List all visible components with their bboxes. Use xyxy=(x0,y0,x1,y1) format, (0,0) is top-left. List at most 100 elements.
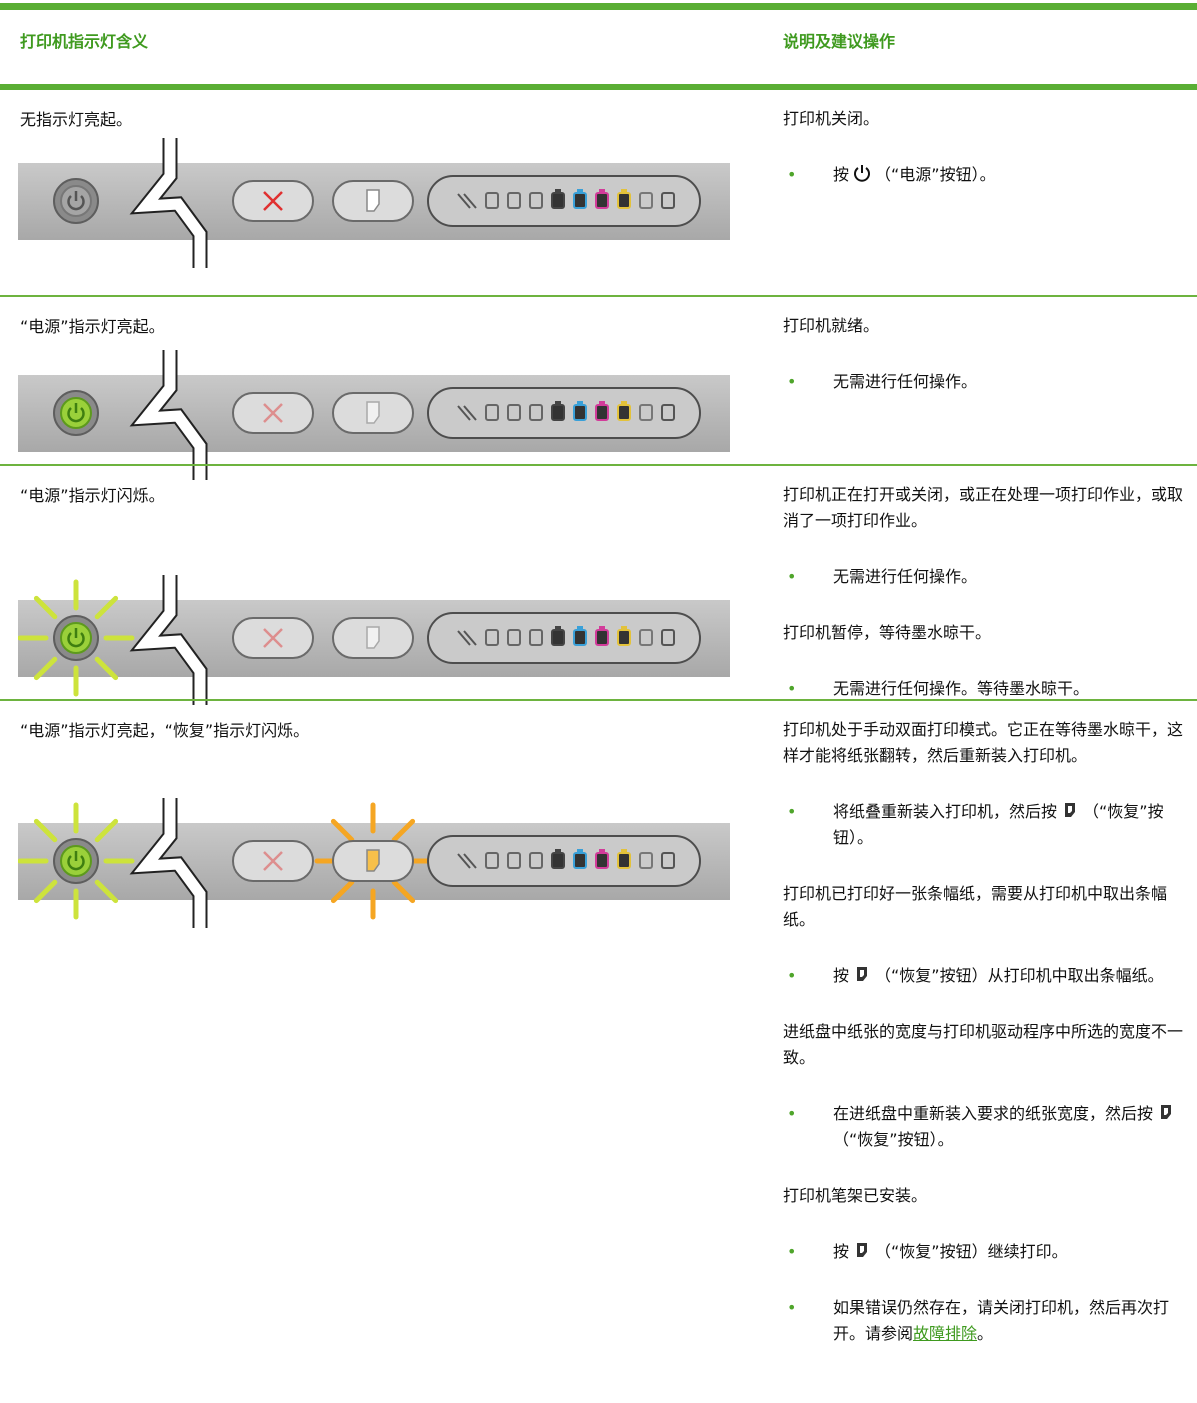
explanation: 打印机就绪。 • 无需进行任何操作。 xyxy=(783,313,1188,425)
row-separator xyxy=(0,464,1197,466)
column-header: 打印机指示灯含义 xyxy=(20,32,149,51)
status-icon xyxy=(529,629,543,646)
status-icon xyxy=(599,849,605,854)
resume-symbol xyxy=(366,401,380,424)
cancel-x xyxy=(263,851,283,871)
bullet: • xyxy=(787,1298,797,1317)
bullet-text: （“恢复”按钮）。 xyxy=(833,802,1164,847)
status-icon xyxy=(507,629,521,646)
status-icon xyxy=(485,629,499,646)
top-rule xyxy=(0,3,1197,10)
bullet: • xyxy=(787,1104,797,1123)
paragraph: 打印机正在打开或关闭，或正在处理一项打印作业，或取消了一项打印作业。 xyxy=(783,485,1184,530)
bullet-text: 在进纸盘中重新装入要求的纸张宽度，然后按 xyxy=(833,1104,1154,1123)
status-icon xyxy=(555,189,561,194)
bullet: • xyxy=(787,372,797,391)
row-separator xyxy=(0,295,1197,297)
status-icon xyxy=(661,629,675,646)
bullet-text: 无需进行任何操作。 xyxy=(833,567,978,586)
break-cover xyxy=(195,452,205,480)
status-icon xyxy=(555,849,561,854)
light-ray xyxy=(391,879,416,904)
bullet: • xyxy=(787,1242,797,1261)
status-icon xyxy=(661,404,675,421)
status-icon xyxy=(595,192,609,209)
bullet-item: • 无需进行任何操作。 xyxy=(783,369,1188,395)
resume-glyph xyxy=(860,970,865,977)
status-icon xyxy=(551,629,565,646)
break-gap xyxy=(133,138,206,268)
status-icon xyxy=(617,629,631,646)
table-row: “电源”指示灯亮起，“恢复”指示灯闪烁。 打印机处于手动双面打印模式。它正在等待墨… xyxy=(0,701,1197,1403)
column-header: 说明及建议操作 xyxy=(783,32,896,51)
status-icon xyxy=(457,405,477,421)
cancel-x xyxy=(263,191,283,211)
light-ray xyxy=(33,595,58,620)
status-icon xyxy=(573,404,587,421)
bullet: • xyxy=(787,679,797,698)
status-icon xyxy=(551,192,565,209)
power-glyph xyxy=(854,167,870,182)
status-icon xyxy=(577,626,583,631)
resume-icon xyxy=(857,1243,868,1257)
break-cover xyxy=(165,138,175,163)
status-icon xyxy=(573,192,587,209)
link[interactable]: 故障排除 xyxy=(913,1324,978,1343)
bullet-item: • 无需进行任何操作。等待墨水晾干。 xyxy=(783,676,1188,702)
bullet-text: （“恢复”按钮）。 xyxy=(833,1130,954,1149)
paragraph: 打印机就绪。 xyxy=(783,316,880,335)
bullet-text: 按 xyxy=(833,165,850,184)
indicator-text: “电源”指示灯闪烁。 xyxy=(20,486,165,505)
resume-glyph xyxy=(1068,806,1073,813)
status-icon xyxy=(639,192,653,209)
paragraph: 进纸盘中纸张的宽度与打印机驱动程序中所选的宽度不一致。 xyxy=(783,1022,1184,1067)
power-symbol xyxy=(67,632,85,648)
paragraph: 打印机处于手动双面打印模式。它正在等待墨水晾干，这样才能将纸张翻转，然后重新装入… xyxy=(783,720,1184,765)
control-panel xyxy=(18,575,730,705)
paragraph: 打印机暂停，等待墨水晾干。 xyxy=(783,623,992,642)
status-icon xyxy=(485,192,499,209)
status-icon xyxy=(595,629,609,646)
header-rule xyxy=(0,84,1197,90)
explanation: 打印机关闭。 • 按 （“电源”按钮）。 xyxy=(783,106,1188,218)
resume-icon xyxy=(1065,803,1076,817)
break-gap xyxy=(133,798,206,928)
cancel-button xyxy=(232,392,314,434)
paragraph: 打印机已打印好一张条幅纸，需要从打印机中取出条幅纸。 xyxy=(783,884,1168,929)
status-icon xyxy=(507,192,521,209)
control-panel xyxy=(18,798,730,928)
bullet-text: 将纸叠重新装入打印机，然后按 xyxy=(833,802,1058,821)
indicator-text: “电源”指示灯亮起。 xyxy=(20,317,165,336)
light-ray xyxy=(33,656,58,681)
resume-symbol xyxy=(366,849,380,872)
bullet-item: • 按 （“电源”按钮）。 xyxy=(783,162,1188,188)
row-separator xyxy=(0,699,1197,701)
power-symbol xyxy=(67,855,85,871)
status-icon xyxy=(551,852,565,869)
resume-icon xyxy=(1161,1105,1172,1119)
break-cover xyxy=(165,350,175,375)
bullet: • xyxy=(787,966,797,985)
light-ray xyxy=(330,818,355,843)
break-cover xyxy=(165,575,175,600)
status-icon xyxy=(599,401,605,406)
status-icon xyxy=(577,849,583,854)
bullet-text: 无需进行任何操作。等待墨水晾干。 xyxy=(833,679,1090,698)
light-ray xyxy=(94,656,119,681)
power-symbol xyxy=(67,195,85,211)
status-icon xyxy=(599,626,605,631)
status-icon xyxy=(621,849,627,854)
explanation: 打印机正在打开或关闭，或正在处理一项打印作业，或取消了一项打印作业。 • 无需进行任… xyxy=(783,482,1188,732)
resume-icon xyxy=(857,967,868,981)
status-icon xyxy=(599,189,605,194)
status-icon xyxy=(621,189,627,194)
bullet: • xyxy=(787,567,797,586)
cancel-x xyxy=(263,628,283,648)
status-icon xyxy=(529,852,543,869)
bullet-item: • 将纸叠重新装入打印机，然后按 （“恢复”按钮）。 xyxy=(783,799,1188,851)
bullet-text: 无需进行任何操作。 xyxy=(833,372,978,391)
break-cover xyxy=(165,798,175,823)
table-row: “电源”指示灯亮起。 打印机就绪。 • 无需进行任何操作。 xyxy=(0,297,1197,480)
resume-glyph xyxy=(860,1246,865,1253)
